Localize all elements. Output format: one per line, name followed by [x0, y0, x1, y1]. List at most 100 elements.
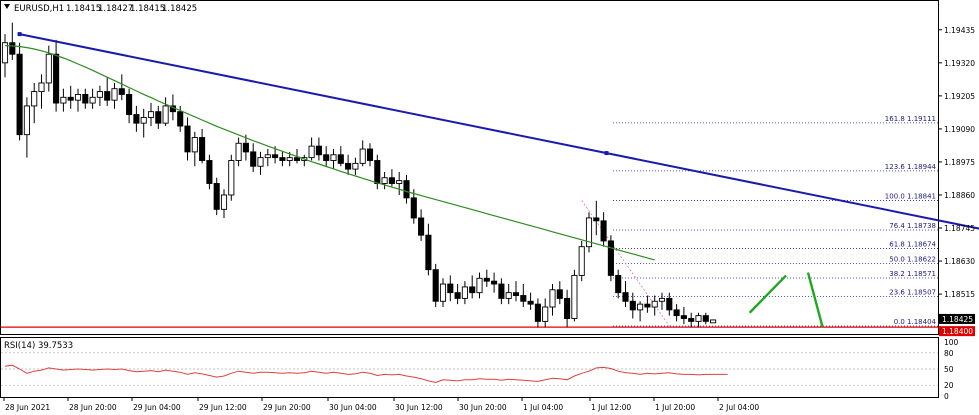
candle-body: [191, 137, 198, 153]
candle-body: [483, 277, 490, 282]
candle: [680, 307, 687, 325]
candle-body: [345, 162, 352, 170]
candle-body: [162, 105, 169, 124]
candle: [23, 97, 30, 158]
candle: [388, 169, 395, 187]
candle-body: [520, 295, 527, 302]
candle: [432, 263, 439, 308]
fib-level-label: 161.8 1.19111: [885, 115, 936, 123]
candle-body: [308, 145, 315, 159]
price-tick-label: 1.18860: [944, 191, 975, 200]
candle: [206, 154, 213, 190]
price-tick-label: 1.18745: [944, 224, 975, 233]
candle-body: [527, 300, 534, 305]
bearish-trendline[interactable]: [17, 32, 979, 266]
rsi-tick-label: 50: [944, 365, 954, 374]
candle: [491, 272, 498, 293]
candle-body: [293, 157, 301, 161]
candle-body: [622, 292, 629, 302]
candle-body: [272, 154, 279, 159]
candle-body: [403, 180, 410, 199]
candle: [191, 131, 198, 167]
candle: [345, 154, 352, 175]
fib-level-label: 23.6 1.18507: [889, 288, 936, 296]
candle-body: [637, 303, 644, 311]
candle-body: [629, 300, 636, 311]
candle: [469, 275, 476, 299]
candle-body: [242, 142, 249, 153]
candle-body: [177, 111, 184, 127]
candle: [556, 281, 563, 305]
projection-arrows: [748, 272, 824, 328]
price-tick-label: 1.18975: [944, 158, 975, 167]
candle-body: [381, 177, 388, 184]
rsi-line: [4, 364, 728, 384]
trendline-anchor: [604, 151, 609, 156]
price-tick-label: 1.18515: [944, 290, 975, 299]
rsi-tick-label: 100: [944, 338, 959, 347]
candle-body: [549, 289, 556, 308]
candle: [418, 209, 425, 241]
time-tick-label: 29 Jun 12:00: [199, 403, 247, 412]
candle-body: [454, 292, 461, 299]
candle: [622, 281, 629, 308]
candle-body: [447, 283, 454, 294]
price-tick-label: 1.19090: [944, 125, 975, 134]
candle-body: [666, 297, 673, 311]
candle-body: [257, 157, 264, 167]
candle: [323, 146, 330, 167]
time-tick-label: 30 Jun 12:00: [395, 403, 443, 412]
candle: [162, 97, 169, 127]
candle: [564, 289, 571, 328]
candle-body: [658, 297, 666, 302]
triangle-down-icon[interactable]: [4, 4, 10, 9]
candle: [147, 103, 155, 127]
candle-body: [213, 183, 220, 210]
ohlc-high: 1.18427: [98, 4, 133, 14]
candle: [512, 281, 520, 302]
fibonacci-retracement[interactable]: 161.8 1.19111 123.6 1.18944 100.0 1.18841 7…: [581, 115, 938, 327]
candle-body: [695, 315, 702, 322]
candle-body: [104, 91, 111, 101]
support-price-box: [939, 326, 975, 337]
candle: [571, 269, 578, 322]
candle-body: [396, 180, 403, 184]
candle-body: [600, 220, 607, 242]
candle: [330, 149, 337, 170]
candle: [585, 212, 593, 253]
candle-body: [286, 157, 293, 161]
ohlc-low: 1.18415: [130, 4, 165, 14]
candle: [476, 272, 483, 299]
candle-body: [199, 137, 206, 161]
candle: [644, 295, 651, 313]
candle-body: [410, 197, 417, 219]
fib-level-label: 0.0 1.18404: [894, 318, 937, 326]
candle: [549, 284, 556, 316]
price-tick-label: 1.19205: [944, 92, 975, 101]
candle: [133, 105, 140, 132]
candle-body: [534, 303, 541, 322]
candle: [315, 137, 322, 161]
fib-level-label: 76.4 1.18738: [889, 222, 936, 230]
candle: [1, 34, 9, 78]
candle: [250, 143, 257, 172]
candle: [104, 77, 111, 106]
candle-body: [60, 96, 67, 104]
candle: [593, 200, 600, 236]
candle: [366, 143, 374, 167]
candle: [520, 284, 527, 308]
price-tick-label: 1.18630: [944, 257, 975, 266]
time-axis[interactable]: 28 Jun 2021 28 Jun 20:00 29 Jun 04:00 29 Ju…: [3, 397, 759, 412]
candle: [688, 312, 695, 328]
candle-body: [498, 283, 505, 299]
candle-body: [418, 217, 425, 236]
candle-body: [53, 53, 60, 104]
ohlc-close: 1.18425: [162, 4, 197, 14]
candle-body: [593, 217, 600, 222]
candle-body: [688, 318, 695, 322]
candle-body: [439, 283, 447, 302]
price-axis[interactable]: 1.19435 1.19320 1.19205 1.19090 1.18975 1.188…: [938, 26, 975, 337]
candle-body: [607, 240, 614, 276]
time-tick-label: 28 Jun 20:00: [69, 403, 117, 412]
candle-body: [680, 315, 687, 319]
